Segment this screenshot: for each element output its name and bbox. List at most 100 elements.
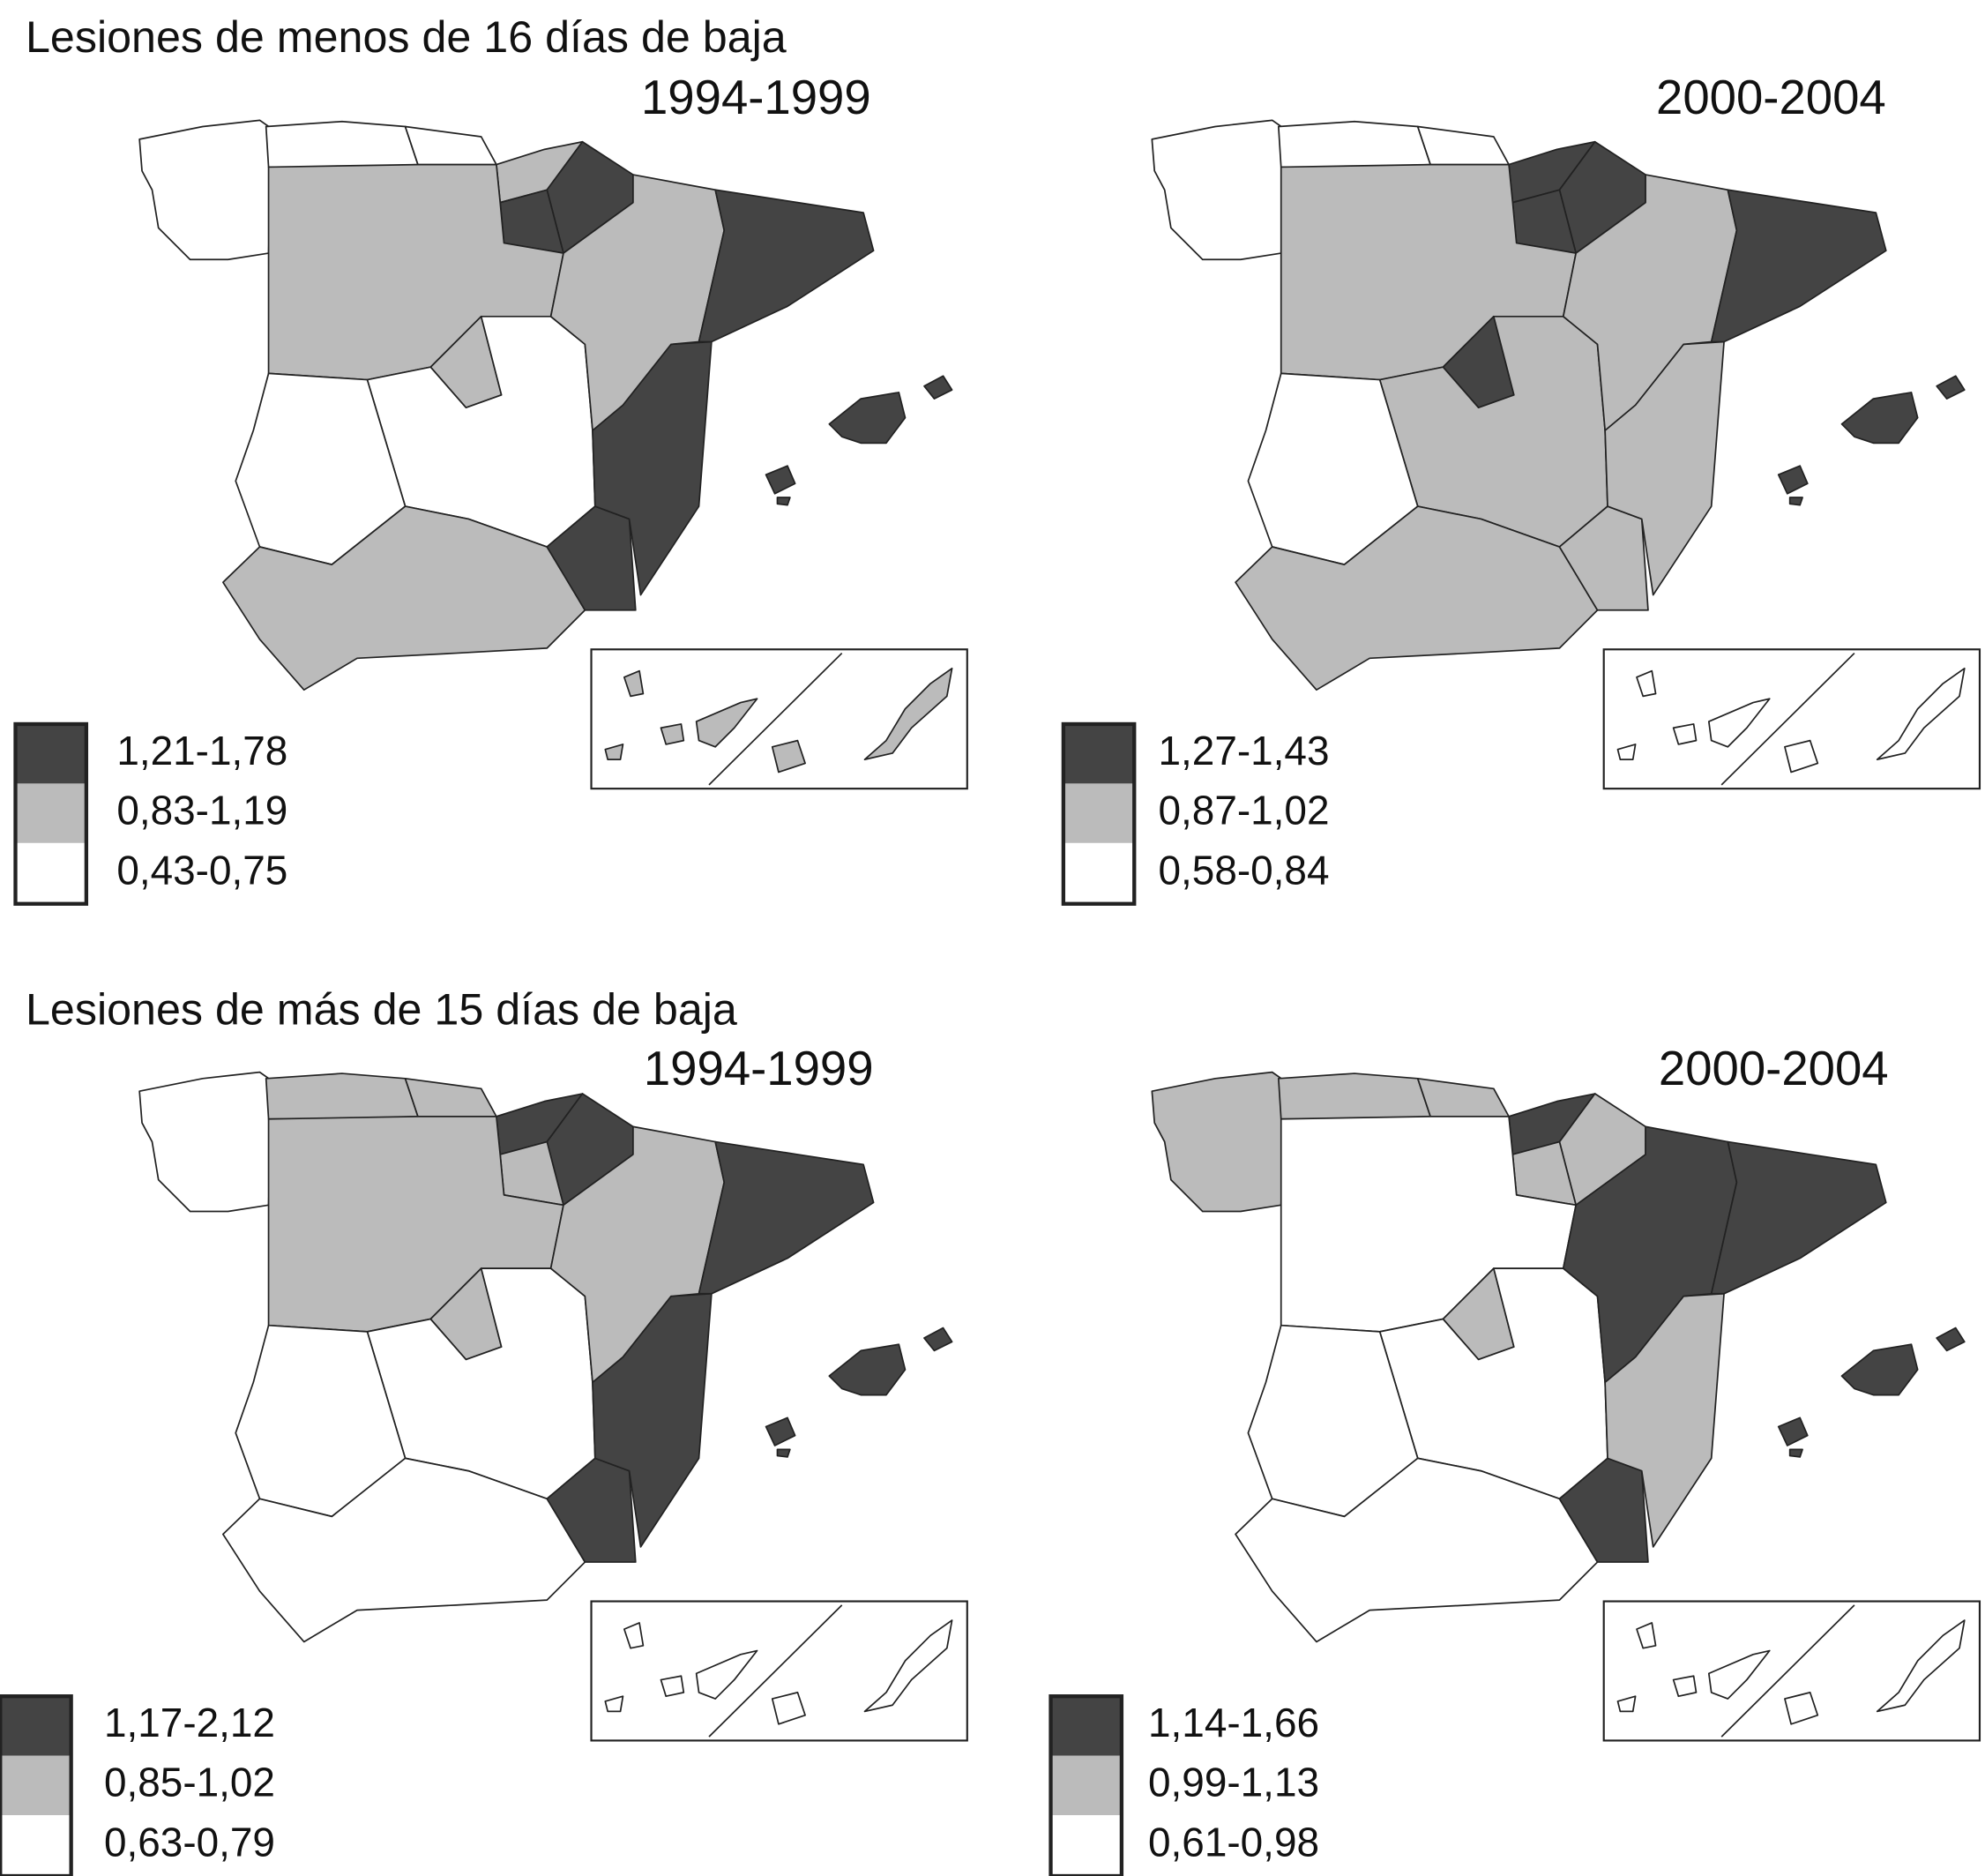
- legend-label: 1,27-1,43: [1159, 728, 1330, 774]
- inset-divider: [1720, 1604, 1855, 1738]
- region: [923, 375, 953, 400]
- region: [1710, 189, 1887, 343]
- region: [1616, 744, 1637, 760]
- region: [623, 669, 645, 698]
- region: [1151, 119, 1286, 261]
- region: [923, 1327, 953, 1352]
- legend-swatch: [0, 1755, 71, 1816]
- region: [863, 1619, 953, 1713]
- legend-frame: [0, 1694, 73, 1876]
- region: [138, 1071, 273, 1213]
- region: [1416, 125, 1510, 166]
- region: [1710, 1140, 1887, 1295]
- legend-label: 0,83-1,19: [116, 787, 287, 833]
- region: [1707, 1649, 1771, 1700]
- region: [404, 1077, 497, 1117]
- region: [1840, 1343, 1919, 1396]
- region: [623, 1622, 645, 1649]
- region: [1876, 1619, 1966, 1713]
- legend-label: 0,87-1,02: [1159, 787, 1330, 833]
- region: [604, 1695, 624, 1713]
- legend-label: 0,43-0,75: [116, 847, 287, 893]
- region: [1788, 1448, 1803, 1458]
- map: [1151, 119, 1981, 790]
- region: [695, 1649, 758, 1700]
- inset-divider: [708, 652, 843, 786]
- region: [1558, 1457, 1649, 1563]
- legend-label: 0,61-0,98: [1148, 1820, 1319, 1865]
- region: [265, 120, 419, 168]
- legend-frame: [1048, 1694, 1124, 1876]
- legend-label: 1,21-1,78: [116, 728, 287, 774]
- legend-label: 0,63-0,79: [104, 1820, 275, 1865]
- period-label: 2000-2004: [1656, 71, 1886, 124]
- legend-swatch: [1063, 723, 1135, 784]
- legend-frame: [13, 721, 89, 906]
- region: [698, 1140, 875, 1295]
- legend-swatch: [1050, 1755, 1122, 1816]
- region: [1636, 1622, 1657, 1649]
- legend-label: 0,58-0,84: [1159, 847, 1330, 893]
- legend-swatch: [15, 783, 86, 843]
- region: [1707, 698, 1771, 748]
- region: [1416, 1077, 1510, 1117]
- region: [1777, 465, 1809, 495]
- region: [404, 125, 497, 166]
- region: [1277, 120, 1431, 168]
- region: [1840, 392, 1919, 445]
- region: [1876, 667, 1966, 760]
- region: [1672, 723, 1698, 745]
- region: [1636, 669, 1657, 698]
- legend-swatch: [15, 723, 86, 784]
- region: [828, 392, 907, 445]
- section-title: Lesiones de más de 15 días de baja: [26, 984, 737, 1034]
- legend-label: 1,17-2,12: [104, 1700, 275, 1745]
- legend-swatch: [0, 1696, 71, 1756]
- map: [138, 1071, 968, 1742]
- region: [1784, 739, 1819, 774]
- region: [698, 189, 875, 343]
- region: [776, 497, 791, 506]
- region: [660, 1675, 685, 1698]
- legend-swatch: [1050, 1815, 1122, 1876]
- region: [1277, 1073, 1431, 1120]
- region: [695, 698, 758, 748]
- region: [765, 465, 796, 495]
- legend-label: 1,14-1,66: [1148, 1700, 1319, 1745]
- region: [549, 1125, 726, 1384]
- region: [1616, 1695, 1637, 1713]
- legend-swatch: [1063, 842, 1135, 904]
- legend-label: 0,85-1,02: [104, 1760, 275, 1805]
- region: [1784, 1692, 1819, 1725]
- region: [765, 1416, 796, 1446]
- region: [771, 1692, 806, 1725]
- legend-swatch: [15, 842, 86, 904]
- region: [546, 505, 637, 611]
- region: [1558, 505, 1649, 611]
- region: [1562, 1125, 1738, 1384]
- region: [660, 723, 685, 745]
- region: [1788, 497, 1803, 506]
- region: [863, 667, 953, 760]
- legend-swatch: [0, 1815, 71, 1876]
- legend-swatch: [1050, 1696, 1122, 1756]
- region: [1936, 375, 1966, 400]
- region: [828, 1343, 907, 1396]
- section-title: Lesiones de menos de 16 días de baja: [26, 12, 787, 62]
- period-label: 2000-2004: [1659, 1042, 1889, 1095]
- region: [1936, 1327, 1966, 1352]
- inset-divider: [1720, 652, 1855, 786]
- legend-label: 0,99-1,13: [1148, 1760, 1319, 1805]
- region: [546, 1457, 637, 1563]
- map: [1151, 1071, 1981, 1742]
- legend-swatch: [1063, 783, 1135, 843]
- region: [549, 174, 726, 431]
- region: [1562, 174, 1738, 431]
- region: [604, 744, 624, 760]
- legend-frame: [1061, 721, 1137, 906]
- map: [138, 119, 968, 790]
- period-label: 1994-1999: [644, 1042, 874, 1095]
- region: [771, 739, 806, 774]
